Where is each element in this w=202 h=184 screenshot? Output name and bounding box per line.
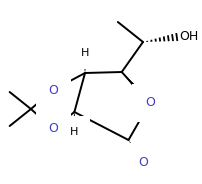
Text: O: O	[48, 123, 58, 135]
Polygon shape	[72, 112, 77, 131]
Text: O: O	[145, 96, 155, 109]
Text: H: H	[81, 48, 89, 58]
Text: OH: OH	[180, 29, 199, 43]
Text: H: H	[70, 127, 79, 137]
Polygon shape	[82, 52, 88, 73]
Polygon shape	[122, 72, 152, 105]
Polygon shape	[128, 140, 145, 164]
Text: O: O	[138, 155, 148, 169]
Text: O: O	[48, 84, 58, 96]
